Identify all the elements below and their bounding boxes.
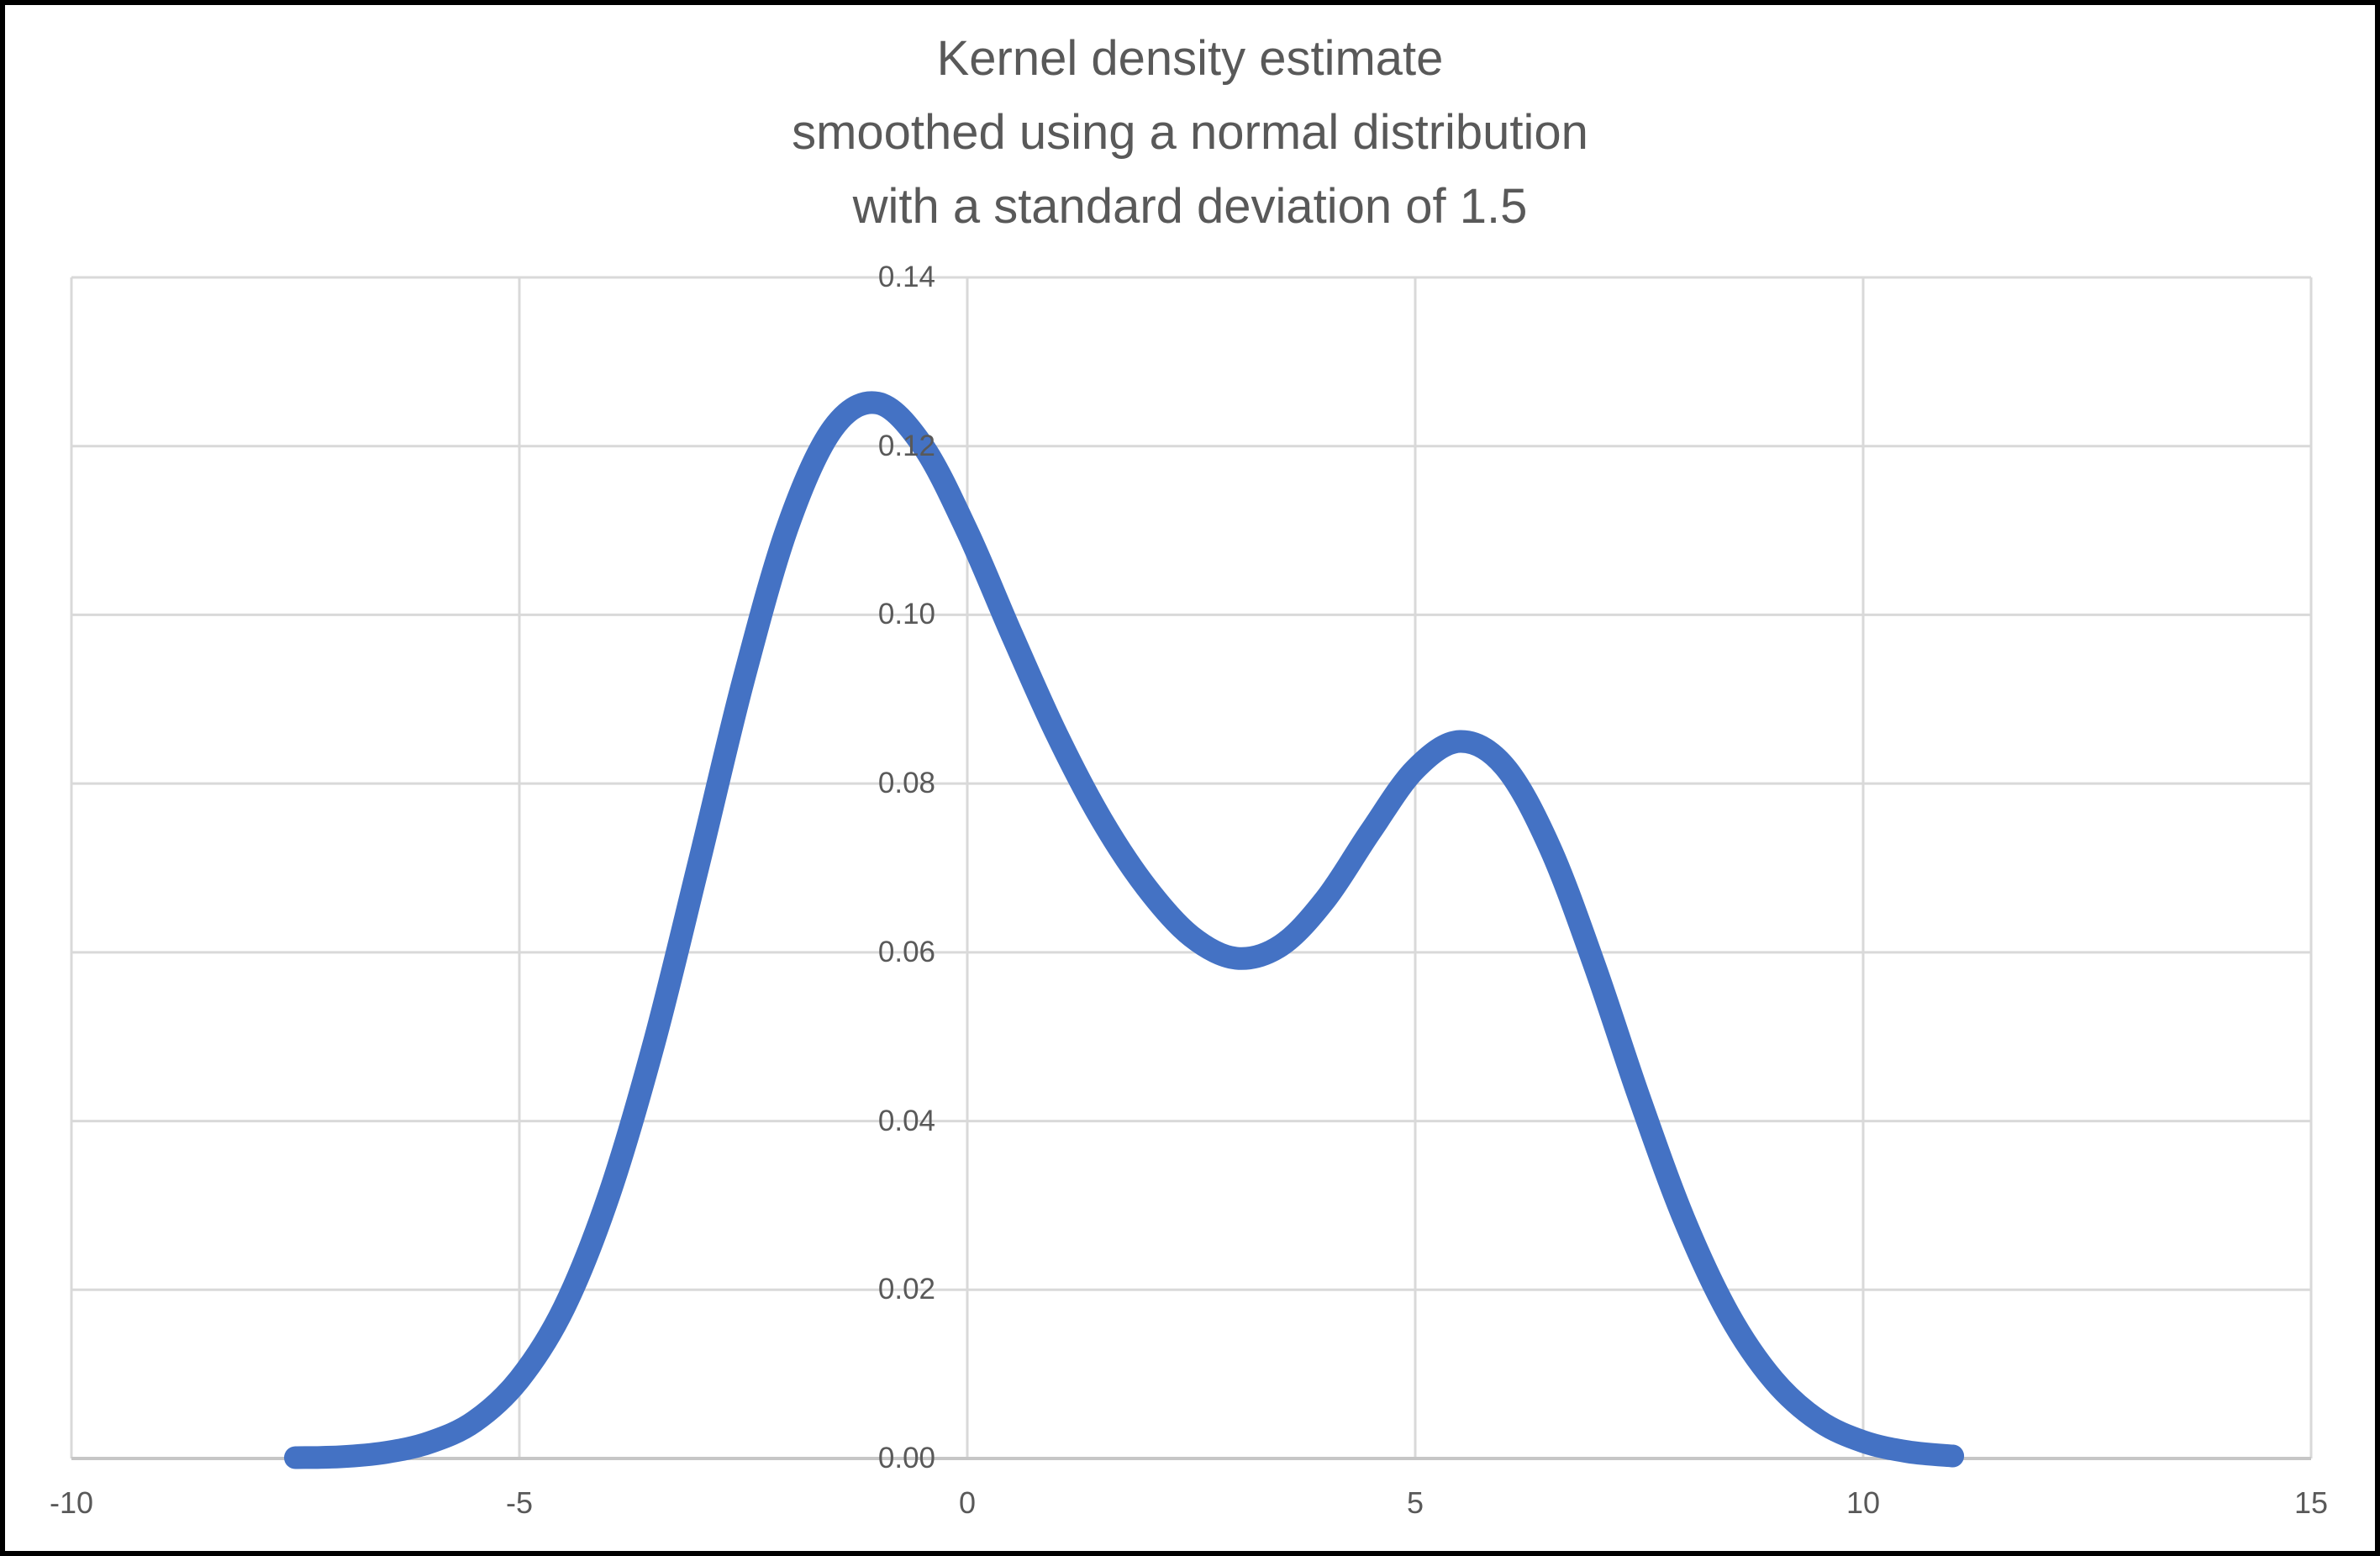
x-tick-label: 10 bbox=[1846, 1485, 1881, 1520]
x-tick-label: -10 bbox=[49, 1485, 94, 1520]
chart-title: Kernel density estimate smoothed using a… bbox=[0, 22, 2380, 244]
y-tick-label: 0.00 bbox=[877, 1442, 935, 1474]
y-tick-label: 0.02 bbox=[877, 1273, 935, 1306]
x-tick-label: -5 bbox=[505, 1485, 533, 1520]
y-tick-label: 0.12 bbox=[877, 429, 935, 462]
x-tick-label: 5 bbox=[1406, 1485, 1424, 1520]
y-tick-label: 0.10 bbox=[877, 598, 935, 631]
chart-title-line-2: smoothed using a normal distribution bbox=[792, 105, 1588, 160]
kde-curve bbox=[284, 391, 1965, 1469]
chart-title-line-1: Kernel density estimate bbox=[936, 31, 1444, 86]
chart-title-line-3: with a standard deviation of 1.5 bbox=[852, 179, 1528, 234]
y-tick-label: 0.14 bbox=[877, 261, 935, 293]
y-tick-label: 0.08 bbox=[877, 767, 935, 800]
y-tick-label: 0.04 bbox=[877, 1104, 935, 1137]
x-tick-label: 15 bbox=[2293, 1485, 2329, 1520]
y-tick-label: 0.06 bbox=[877, 935, 935, 968]
x-tick-label: 0 bbox=[958, 1485, 977, 1520]
